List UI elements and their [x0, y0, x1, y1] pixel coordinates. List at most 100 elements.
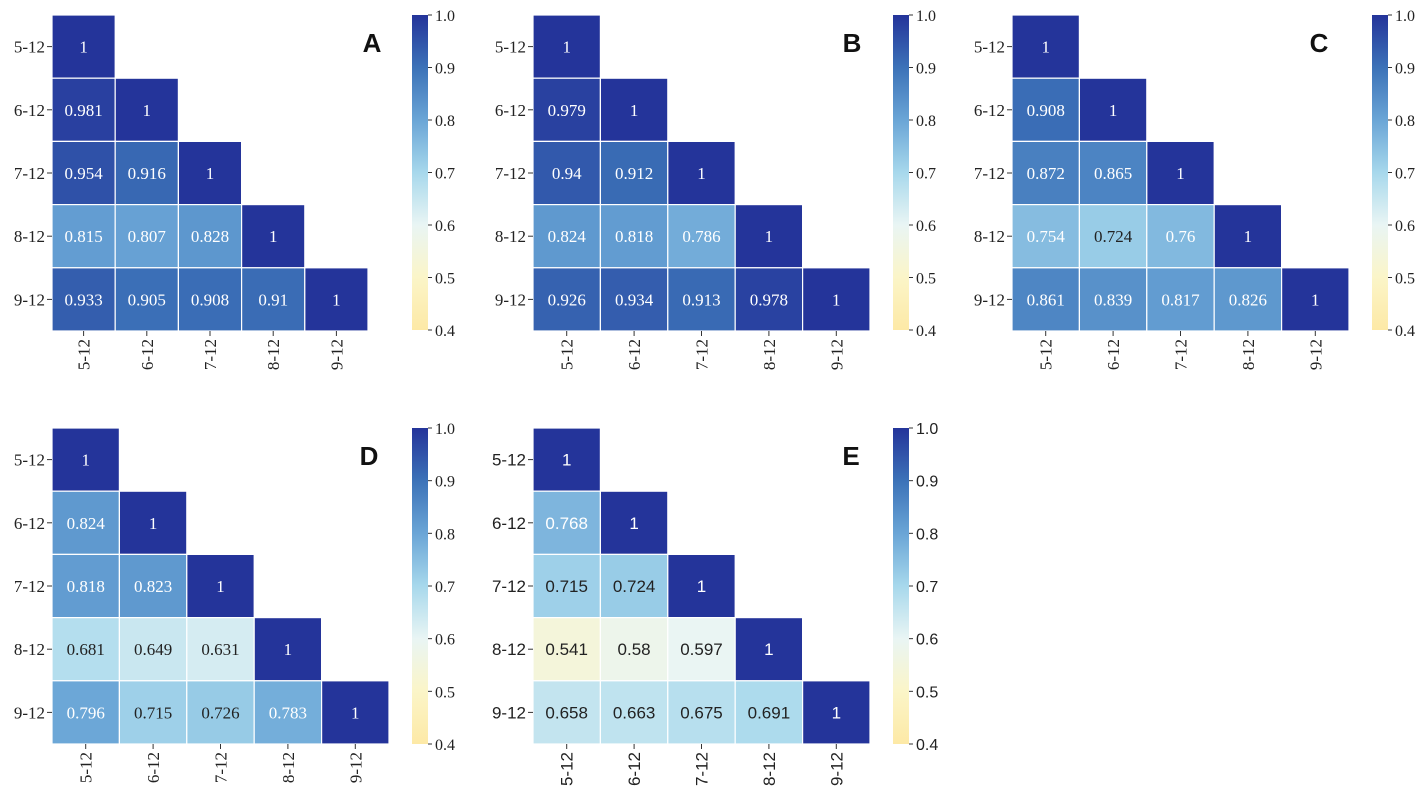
cell-value-label: 1 — [1244, 227, 1253, 246]
heatmap-panel-e: 1 0.768 1 0.715 0.724 1 0.541 0.58 0.597 1 0.658 0.… — [492, 421, 938, 786]
cell-value-label: 1 — [562, 38, 571, 57]
heatmap-cell — [532, 427, 602, 492]
x-tick-label: 5-12 — [1037, 339, 1056, 370]
y-tick-label: 7-12 — [14, 164, 45, 183]
cell-value-label: 0.807 — [128, 227, 167, 246]
heatmap-cell — [51, 553, 121, 619]
x-tick-label: 5-12 — [558, 752, 577, 786]
heatmap-cell — [118, 553, 188, 619]
heatmap-cell — [734, 680, 804, 745]
heatmap-panel-a: 1 0.981 1 0.954 0.916 1 0.815 0.807 0.828 1 0.933 0… — [14, 8, 455, 370]
colorbar-tick-label: 0.8 — [435, 113, 455, 130]
heatmap-cell — [1011, 140, 1081, 206]
y-tick-label: 8-12 — [974, 227, 1005, 246]
cell-value-label: 1 — [697, 577, 706, 596]
panel-label: A — [363, 28, 382, 58]
heatmap-cell — [253, 616, 323, 682]
colorbar-tick-label: 0.7 — [916, 166, 936, 183]
cell-value-label: 0.818 — [67, 577, 105, 596]
colorbar-tick-label: 0.5 — [1395, 271, 1415, 288]
cell-value-label: 1 — [630, 101, 639, 120]
x-tick-label: 5-12 — [77, 752, 96, 783]
panel-label: E — [842, 441, 859, 471]
cell-value-label: 0.715 — [545, 577, 588, 596]
colorbar — [412, 15, 428, 330]
cell-value-label: 0.754 — [1027, 227, 1066, 246]
heatmap-cell — [532, 77, 602, 142]
colorbar-tick-label: 0.9 — [1395, 61, 1415, 78]
cell-value-label: 1 — [764, 640, 773, 659]
y-tick-label: 5-12 — [974, 38, 1005, 57]
colorbar-tick-label: 0.9 — [916, 474, 938, 491]
x-tick-label: 9-12 — [827, 339, 846, 370]
heatmap-cell — [1011, 267, 1081, 332]
heatmap-cell — [532, 680, 602, 745]
colorbar-tick-label: 0.6 — [916, 218, 936, 235]
y-tick-label: 8-12 — [492, 640, 526, 659]
cell-value-label: 0.981 — [64, 101, 102, 120]
cell-value-label: 0.724 — [1094, 227, 1133, 246]
x-tick-label: 5-12 — [75, 339, 94, 370]
panel-label: D — [360, 441, 379, 471]
x-tick-label: 7-12 — [693, 752, 712, 786]
heatmap-cell — [734, 204, 804, 269]
cell-value-label: 0.926 — [548, 290, 586, 309]
heatmap-cell — [253, 680, 323, 745]
x-tick-label: 8-12 — [279, 752, 298, 783]
heatmap-cell — [186, 616, 255, 682]
heatmap-cell — [241, 204, 306, 269]
heatmap-cell — [118, 490, 188, 556]
x-tick-label: 8-12 — [760, 752, 779, 786]
cell-value-label: 1 — [562, 451, 571, 470]
colorbar-tick-label: 0.5 — [916, 684, 938, 701]
x-tick-label: 6-12 — [144, 752, 163, 783]
x-tick-label: 7-12 — [201, 339, 220, 370]
y-tick-label: 9-12 — [492, 703, 526, 722]
cell-value-label: 1 — [332, 290, 341, 309]
heatmap-cell — [532, 267, 602, 332]
cell-value-label: 1 — [284, 640, 293, 659]
colorbar-tick-label: 0.8 — [1395, 113, 1415, 130]
cell-value-label: 0.818 — [615, 227, 653, 246]
y-tick-label: 7-12 — [495, 164, 526, 183]
y-tick-label: 6-12 — [495, 101, 526, 120]
heatmap-cell — [177, 140, 243, 206]
cell-value-label: 1 — [765, 227, 774, 246]
cell-value-label: 0.58 — [618, 640, 651, 659]
cell-value-label: 0.905 — [128, 290, 166, 309]
cell-value-label: 1 — [697, 164, 706, 183]
colorbar — [1372, 15, 1388, 330]
x-tick-label: 8-12 — [760, 339, 779, 370]
y-tick-label: 5-12 — [492, 451, 526, 470]
cell-value-label: 0.817 — [1161, 290, 1200, 309]
cell-value-label: 0.861 — [1027, 290, 1065, 309]
heatmap-cell — [51, 616, 121, 682]
y-tick-label: 7-12 — [492, 577, 526, 596]
cell-value-label: 0.828 — [191, 227, 229, 246]
colorbar-tick-label: 0.7 — [1395, 166, 1415, 183]
heatmap-cell — [186, 680, 255, 745]
heatmap-cell — [186, 553, 255, 619]
x-tick-label: 7-12 — [693, 339, 712, 370]
cell-value-label: 1 — [629, 514, 638, 533]
panel-label: B — [843, 28, 862, 58]
cell-value-label: 0.978 — [750, 290, 788, 309]
cell-value-label: 0.979 — [548, 101, 586, 120]
heatmap-cell — [532, 616, 602, 682]
colorbar-tick-label: 0.6 — [435, 632, 455, 649]
heatmap-cell — [532, 14, 602, 79]
cell-value-label: 0.768 — [545, 514, 588, 533]
colorbar-tick-label: 1.0 — [916, 421, 938, 438]
colorbar-tick-label: 1.0 — [435, 421, 455, 438]
cell-value-label: 0.908 — [1027, 101, 1065, 120]
heatmap-panel-b: 1 0.979 1 0.94 0.912 1 0.824 0.818 0.786 1 0.926 0.… — [495, 8, 936, 370]
y-tick-label: 6-12 — [14, 101, 45, 120]
heatmap-cell — [1280, 267, 1350, 332]
y-tick-label: 6-12 — [492, 514, 526, 533]
heatmap-cell — [241, 267, 306, 332]
cell-value-label: 1 — [143, 101, 152, 120]
x-tick-label: 8-12 — [264, 339, 283, 370]
colorbar-tick-label: 1.0 — [916, 8, 936, 25]
heatmap-cell — [114, 77, 179, 142]
